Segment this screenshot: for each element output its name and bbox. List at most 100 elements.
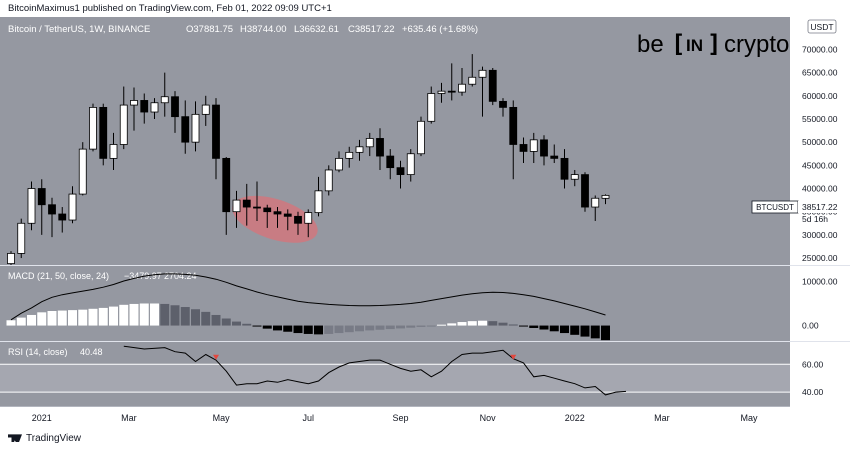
logo-be: be — [637, 31, 664, 58]
macd-histogram-bar — [549, 325, 559, 332]
tradingview-brand: TradingView — [8, 433, 81, 444]
macd-histogram-bar — [88, 308, 98, 326]
currency-badge[interactable] — [807, 19, 837, 34]
tradingview-logo-icon — [8, 434, 22, 443]
bear-candle — [263, 207, 272, 213]
bull-candle — [417, 120, 425, 155]
macd-histogram-bar — [191, 309, 200, 326]
bull-candle — [17, 222, 26, 254]
macd-histogram-bar — [211, 314, 221, 326]
macd-histogram-bar — [344, 325, 354, 333]
last-price-tag — [798, 201, 838, 213]
rsi-tick-label: 40.00 — [802, 387, 824, 397]
macd-histogram-bar — [37, 312, 47, 326]
macd-histogram-bar — [16, 317, 26, 326]
macd-histogram-bar — [57, 310, 67, 326]
macd-histogram-bar — [170, 305, 180, 326]
bull-candle — [201, 104, 210, 115]
bull-candle — [365, 138, 374, 148]
chart-area[interactable]: Bitcoin / TetherUS, 1W, BINANCE O37881.7… — [0, 17, 850, 430]
bear-candle — [581, 174, 589, 208]
bear-candle — [519, 144, 528, 152]
bear-candle — [560, 157, 569, 180]
bear-candle — [283, 213, 292, 217]
currency-badge-label: USDT — [810, 22, 833, 32]
macd-histogram-bar — [529, 325, 539, 328]
bear-candle — [242, 199, 251, 208]
macd-histogram-bar — [129, 303, 139, 326]
macd-histogram-bar — [467, 321, 477, 326]
macd-line — [10, 273, 606, 321]
macd-histogram-bar — [396, 325, 405, 329]
macd-histogram-bar — [293, 325, 303, 334]
time-tick-label: 2021 — [32, 413, 52, 423]
price-axis[interactable] — [790, 17, 850, 265]
bull-candle — [89, 106, 97, 150]
macd-histogram-bar — [201, 311, 211, 326]
macd-histogram-bar — [68, 310, 77, 326]
bear-candle — [58, 213, 67, 221]
macd-histogram-bar — [334, 325, 344, 334]
time-tick-label: Nov — [480, 413, 497, 423]
ohlc-low: L36632.61 — [294, 24, 339, 35]
time-tick-label: May — [740, 413, 758, 423]
bear-candle — [499, 100, 507, 108]
macd-histogram-bar — [488, 321, 498, 326]
price-tick-label: 45000.00 — [802, 160, 838, 170]
bull-candle — [427, 93, 436, 122]
bull-candle — [458, 83, 466, 93]
time-tick-label: Mar — [654, 413, 670, 423]
macd-histogram-bar — [355, 325, 364, 332]
bull-candle — [119, 104, 128, 145]
macd-histogram-bar — [78, 309, 88, 326]
candlesticks — [7, 54, 610, 265]
price-tick-label: 50000.00 — [802, 137, 838, 147]
macd-histogram-bar — [375, 325, 385, 330]
ohlc-high: H38744.00 — [240, 24, 286, 35]
bear-candle — [212, 104, 220, 159]
footer: TradingView — [0, 430, 850, 450]
bull-candle — [68, 193, 77, 221]
macd-histogram-bar — [508, 324, 518, 326]
bull-candle — [7, 253, 15, 265]
bear-candle — [294, 215, 302, 224]
rsi-band — [0, 364, 790, 393]
time-tick-label: Mar — [121, 413, 137, 423]
beincrypto-logo: be [ IN ] crypto — [637, 30, 789, 58]
bull-candle — [324, 169, 333, 192]
bear-candle — [48, 204, 56, 215]
price-tick-label: 55000.00 — [802, 114, 838, 124]
time-axis[interactable] — [0, 407, 850, 430]
bear-candle — [396, 167, 405, 176]
macd-histogram-bar — [119, 304, 129, 326]
bull-candle — [478, 69, 487, 78]
bear-candle — [171, 96, 179, 118]
bull-candle — [109, 144, 118, 159]
bearish-divergence-marker-icon — [213, 354, 219, 360]
macd-histogram-bar — [324, 325, 334, 334]
rsi-axis[interactable] — [790, 342, 850, 406]
rsi-line — [123, 345, 627, 396]
price-tick-label: 65000.00 — [802, 68, 838, 78]
macd-histogram-bar — [519, 325, 528, 327]
macd-histogram-bar — [160, 303, 170, 326]
bear-candle — [386, 155, 395, 169]
bull-candle — [78, 148, 87, 195]
rsi-legend-name: RSI (14, close) — [8, 347, 68, 357]
macd-histogram-bar — [232, 321, 241, 326]
bull-candle — [160, 96, 169, 104]
macd-axis[interactable] — [790, 266, 850, 341]
ohlc-change: +635.46 (+1.68%) — [402, 24, 478, 35]
bar-countdown: 5d 16h — [802, 214, 828, 224]
tradingview-brand-label: TradingView — [26, 433, 82, 444]
macd-histogram-bar — [498, 322, 508, 326]
macd-histogram-bar — [385, 325, 395, 330]
bear-candle — [550, 155, 559, 159]
price-pane[interactable] — [0, 17, 790, 265]
macd-axis-ticks: 0.00 10000.00 — [802, 276, 838, 330]
time-tick-label: 2022 — [565, 413, 585, 423]
macd-pane[interactable] — [0, 266, 790, 341]
rsi-tick-label: 60.00 — [802, 359, 824, 369]
macd-histogram-bar — [27, 314, 36, 326]
bear-candle — [376, 138, 384, 157]
